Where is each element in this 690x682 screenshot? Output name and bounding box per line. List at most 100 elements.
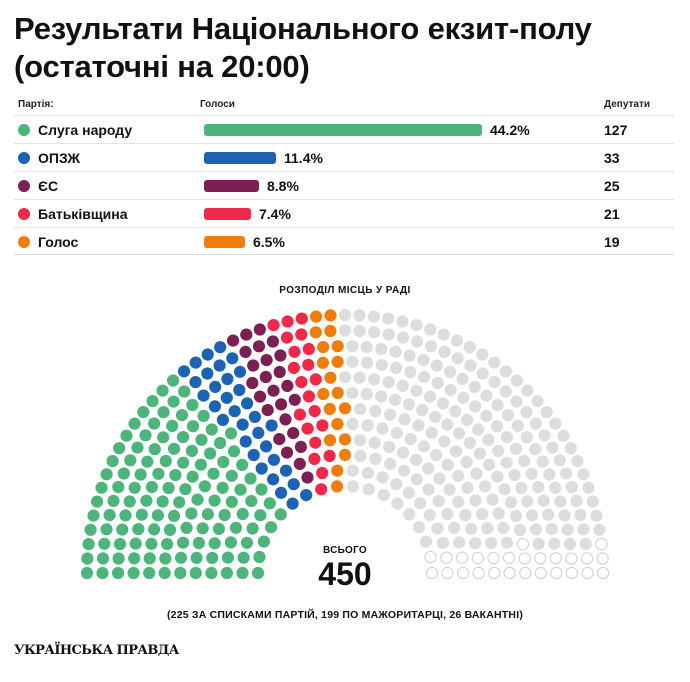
seat-party [309,373,322,386]
seat-party [120,429,133,442]
seat-party [82,538,95,551]
seat-party [212,522,225,535]
seats-count: 19 [604,234,620,250]
seat-party [124,454,137,467]
seat-vacant [534,552,547,565]
seat-other [431,522,444,535]
seat-other [485,536,498,550]
seat-party [221,551,234,564]
seat-vacant [596,552,609,565]
seat-party [255,483,268,496]
seat-party [239,435,252,448]
seat-other [423,509,436,522]
seat-other [470,467,483,480]
seat-party [338,448,352,461]
seat-party [260,354,273,367]
seat-party [237,551,250,564]
seat-party [281,315,294,328]
seat-party [106,455,119,468]
seat-party [135,508,148,521]
seat-other [390,478,403,491]
seat-party [263,497,276,510]
seat-party [286,497,299,510]
seat-party [253,323,266,336]
seat-party [324,371,337,384]
seat-party [308,452,321,465]
seat-vacant [441,566,454,580]
party-color-dot [18,208,30,220]
seat-other [389,345,402,358]
seat-party [226,352,239,365]
seat-party [209,380,222,393]
seat-other [433,472,446,485]
seat-party [167,374,180,387]
table-row: Слуга народу 44.2% 127 [14,115,674,143]
seat-other [565,480,578,494]
seat-party [264,521,278,534]
seat-party [100,468,113,481]
seat-other [346,480,360,493]
seat-party [174,566,187,580]
party-color-dot [18,152,30,164]
seat-other [441,507,454,521]
seat-party [240,536,254,549]
seat-other [499,385,512,398]
seat-vacant [550,566,563,580]
seat-party [236,418,249,431]
party-name: Батьківщина [38,206,128,222]
seat-party [323,434,337,447]
chart-title: Результати Національного екзит-полу (ост… [14,11,592,84]
seat-vacant [595,538,608,551]
seat-party [98,537,111,550]
seat-party [217,455,230,469]
seat-other [546,441,559,454]
seat-other [354,402,367,416]
seats-footnote: (225 ЗА СПИСКАМИ ПАРТІЙ, 199 ПО МАЖОРИТА… [166,609,524,621]
seat-other [396,331,410,344]
votes-percent: 11.4% [284,150,323,166]
seat-party [252,340,266,353]
seat-other [521,384,534,397]
seat-other [389,393,402,406]
seat-other [391,497,404,510]
seat-party [189,376,202,389]
seat-party [259,370,272,384]
seat-other [451,352,464,365]
seat-other [424,340,438,353]
seat-party [273,365,286,379]
seat-other [384,408,397,421]
seat-party [251,566,265,580]
seat-party [207,467,220,480]
seat-party [157,431,170,444]
seat-other [491,470,504,483]
seat-party [274,508,287,521]
seat-other [396,315,409,328]
seat-other [464,359,477,372]
votes-percent: 8.8% [267,178,299,194]
seat-other [482,433,495,446]
seat-party [201,367,214,380]
seat-other [438,345,451,358]
seat-party [295,376,308,389]
seat-party [224,536,237,549]
seat-party [196,522,209,535]
seat-party [197,409,210,422]
seat-party [233,383,246,397]
seat-party [156,495,169,508]
seat-other [509,509,523,522]
seat-vacant [596,566,610,580]
seat-vacant [580,552,594,565]
seat-other [520,406,533,419]
seat-other [444,383,457,397]
seat-party [96,552,110,565]
seat-party [186,420,200,433]
seat-party [247,448,260,462]
seat-party [255,462,268,475]
votes-bar [204,180,259,192]
seat-party [274,349,287,362]
votes-percent: 6.5% [253,234,285,250]
seat-vacant [516,538,530,551]
seat-party [257,535,270,548]
seat-party [95,481,108,494]
seat-other [469,400,482,413]
